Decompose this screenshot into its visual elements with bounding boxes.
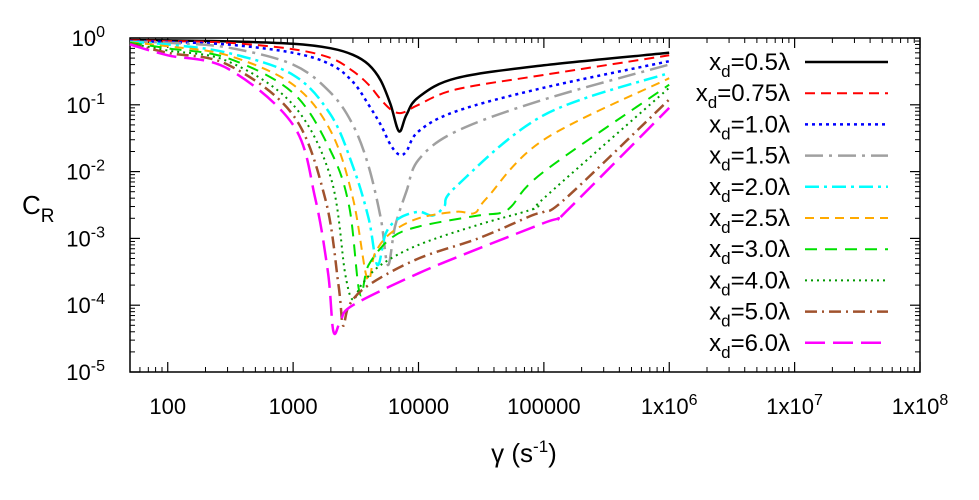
x-tick-label: 1x106 xyxy=(641,392,698,419)
series-line-10 xyxy=(129,43,671,336)
legend-label: xd=4.0λ xyxy=(709,267,790,299)
y-tick-label: 10-5 xyxy=(66,358,105,385)
x-axis-label: γ (s-1) xyxy=(491,437,557,468)
y-tick-label: 100 xyxy=(72,24,105,51)
series-line-9 xyxy=(129,42,671,327)
legend-label: xd=2.5λ xyxy=(709,205,790,237)
series-lines xyxy=(129,38,671,336)
legend: xd=0.5λxd=0.75λxd=1.0λxd=1.5λxd=2.0λxd=2… xyxy=(696,49,888,362)
y-tick-label: 10-1 xyxy=(66,91,105,118)
legend-label: xd=0.5λ xyxy=(709,49,790,81)
series-line-7 xyxy=(129,41,670,297)
legend-label: xd=3.0λ xyxy=(709,236,790,268)
axis-ticks: 100 1000 10000 100000 1x106 1x107 1x108 100 10-1… xyxy=(66,24,948,419)
plot-frame xyxy=(129,37,921,373)
x-tick-label: 100 xyxy=(149,394,186,419)
series-line-1 xyxy=(129,38,670,133)
legend-label: xd=1.0λ xyxy=(709,111,790,143)
x-tick-label: 10000 xyxy=(388,394,449,419)
y-axis-label: CR xyxy=(22,190,55,227)
x-tick-label: 1000 xyxy=(269,394,318,419)
x-tick-label: 1x108 xyxy=(892,392,949,419)
y-tick-label: 10-4 xyxy=(66,291,105,318)
series-line-6 xyxy=(129,41,670,282)
x-tick-label: 1x107 xyxy=(766,392,823,419)
legend-label: xd=0.75λ xyxy=(696,80,790,112)
legend-label: xd=2.0λ xyxy=(709,174,790,206)
series-line-8 xyxy=(129,42,670,302)
series-line-3 xyxy=(129,39,670,157)
series-line-2 xyxy=(129,39,670,115)
y-tick-label: 10-2 xyxy=(66,158,105,185)
series-line-5 xyxy=(129,40,670,267)
legend-label: xd=1.5λ xyxy=(709,143,790,175)
y-tick-label: 10-3 xyxy=(66,224,105,251)
series-line-4 xyxy=(129,40,670,267)
legend-label: xd=6.0λ xyxy=(709,330,790,362)
legend-label: xd=5.0λ xyxy=(709,299,790,331)
x-tick-label: 100000 xyxy=(507,394,580,419)
